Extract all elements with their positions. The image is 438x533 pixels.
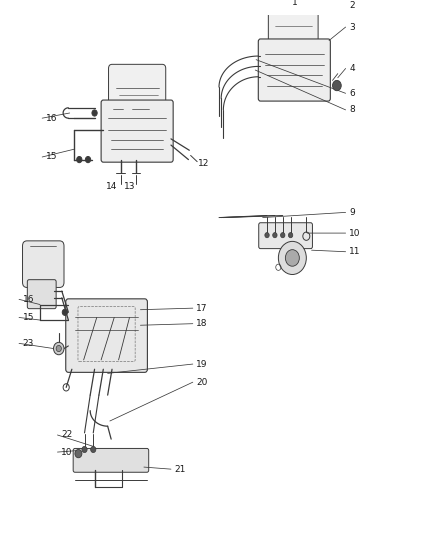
Text: 13: 13 [124, 182, 136, 191]
FancyBboxPatch shape [258, 39, 330, 101]
Circle shape [265, 232, 269, 238]
Text: 21: 21 [174, 465, 186, 474]
Text: 23: 23 [22, 339, 34, 348]
Circle shape [82, 446, 87, 453]
Text: 17: 17 [196, 304, 208, 313]
Text: 6: 6 [349, 89, 355, 98]
Text: 8: 8 [349, 106, 355, 115]
Text: 9: 9 [349, 208, 355, 217]
FancyBboxPatch shape [66, 299, 148, 373]
FancyBboxPatch shape [73, 448, 149, 472]
FancyBboxPatch shape [22, 241, 64, 287]
Circle shape [332, 80, 341, 91]
Text: 4: 4 [349, 64, 355, 73]
Text: 11: 11 [349, 247, 360, 256]
Circle shape [288, 232, 293, 238]
Text: 14: 14 [106, 182, 118, 191]
Circle shape [286, 249, 299, 266]
Text: 19: 19 [196, 360, 208, 368]
FancyBboxPatch shape [27, 280, 56, 309]
Text: 1: 1 [292, 0, 298, 7]
Text: 2: 2 [349, 1, 355, 10]
Text: 15: 15 [22, 313, 34, 322]
Text: 15: 15 [46, 152, 57, 161]
Text: 10: 10 [349, 229, 360, 238]
Circle shape [273, 232, 277, 238]
Circle shape [279, 241, 306, 274]
Text: 16: 16 [22, 295, 34, 304]
Text: 20: 20 [196, 378, 208, 386]
Text: 18: 18 [196, 319, 208, 328]
Circle shape [75, 449, 82, 458]
Circle shape [53, 342, 64, 355]
FancyBboxPatch shape [268, 7, 318, 45]
Text: 10: 10 [61, 448, 72, 457]
Text: 3: 3 [349, 22, 355, 31]
Circle shape [62, 309, 67, 316]
FancyBboxPatch shape [109, 64, 166, 108]
Text: 22: 22 [61, 431, 72, 440]
Circle shape [77, 157, 82, 163]
Circle shape [281, 232, 285, 238]
FancyBboxPatch shape [101, 100, 173, 162]
Text: 12: 12 [198, 159, 209, 168]
Text: 16: 16 [46, 114, 57, 123]
Circle shape [85, 157, 91, 163]
FancyBboxPatch shape [259, 223, 312, 248]
Circle shape [56, 345, 61, 352]
Circle shape [91, 446, 96, 453]
Circle shape [92, 110, 97, 116]
